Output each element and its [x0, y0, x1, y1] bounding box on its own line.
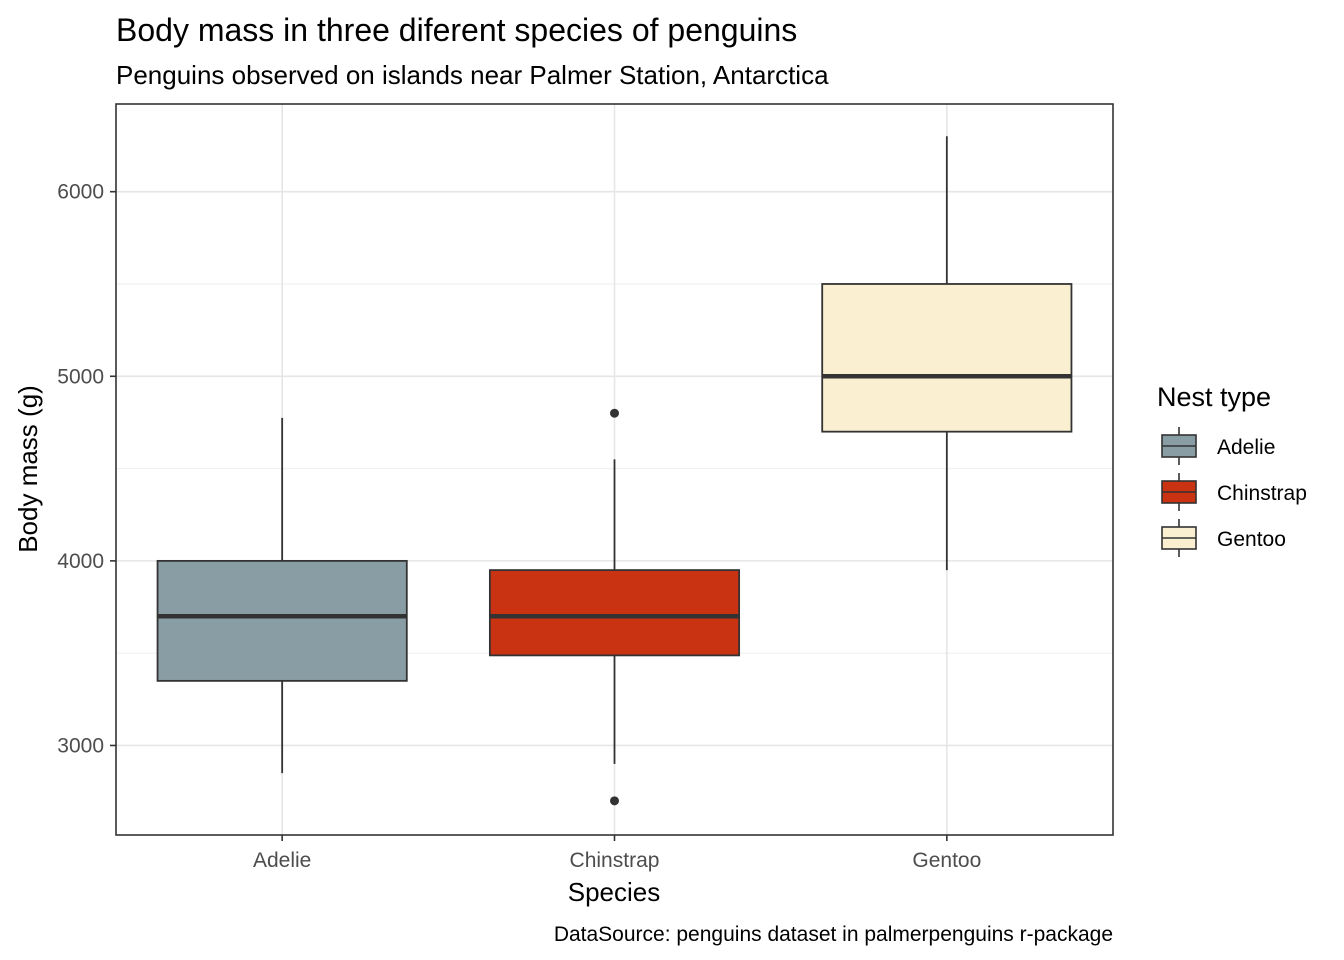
chart-subtitle: Penguins observed on islands near Palmer… [116, 60, 829, 90]
box-adelie [156, 417, 408, 774]
chart-caption: DataSource: penguins dataset in palmerpe… [554, 923, 1113, 946]
x-tick-label: Gentoo [912, 849, 981, 872]
legend-label: Gentoo [1217, 528, 1286, 551]
y-tick-label: 6000 [57, 181, 104, 204]
x-axis: Adelie Chinstrap Gentoo [253, 835, 981, 872]
x-tick-label: Adelie [253, 849, 311, 872]
legend-label: Chinstrap [1217, 482, 1307, 505]
box-plots [156, 136, 1073, 806]
box-chinstrap [488, 408, 741, 806]
outlier-point [610, 796, 619, 806]
y-tick-label: 4000 [57, 550, 104, 573]
plot-area [115, 103, 1114, 836]
y-tick-label: 5000 [57, 365, 104, 388]
box-iqr [156, 559, 408, 682]
box-gentoo [821, 136, 1073, 571]
y-axis-label: Body mass (g) [13, 385, 43, 553]
legend-item-gentoo: Gentoo [1161, 519, 1286, 557]
chart-title: Body mass in three diferent species of p… [116, 12, 797, 48]
box-iqr [488, 569, 741, 657]
x-axis-label: Species [568, 877, 661, 907]
legend-title: Nest type [1157, 382, 1271, 412]
y-tick-label: 3000 [57, 734, 104, 757]
legend-label: Adelie [1217, 436, 1275, 459]
outlier-point [610, 408, 619, 418]
legend-item-chinstrap: Chinstrap [1161, 473, 1307, 511]
legend-item-adelie: Adelie [1161, 427, 1275, 465]
legend: Nest type Adelie Chinstrap Gentoo [1157, 382, 1307, 557]
box-iqr [821, 283, 1073, 433]
y-axis: 3000 4000 5000 6000 [57, 181, 116, 757]
x-tick-label: Chinstrap [570, 849, 660, 872]
